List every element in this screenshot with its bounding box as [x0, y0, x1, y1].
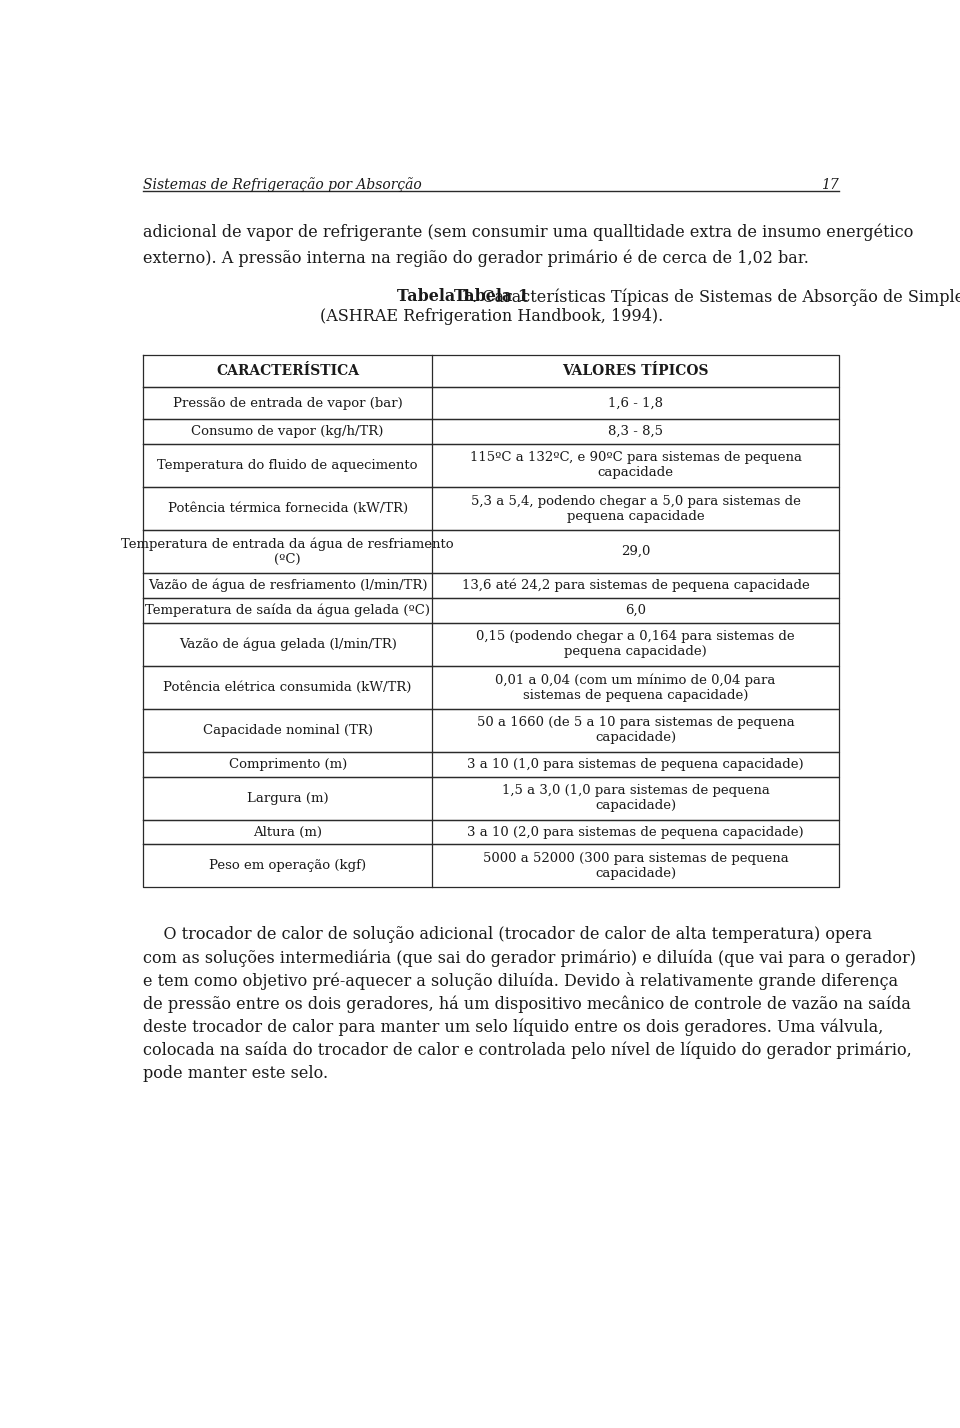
Text: pode manter este selo.: pode manter este selo. [143, 1064, 328, 1081]
Text: deste trocador de calor para manter um selo líquido entre os dois geradores. Uma: deste trocador de calor para manter um s… [143, 1018, 883, 1035]
Text: Potência térmica fornecida (kW/TR): Potência térmica fornecida (kW/TR) [168, 503, 408, 516]
Text: Consumo de vapor (kg/h/TR): Consumo de vapor (kg/h/TR) [191, 426, 384, 438]
Text: 0,15 (podendo chegar a 0,164 para sistemas de
pequena capacidade): 0,15 (podendo chegar a 0,164 para sistem… [476, 630, 795, 658]
Text: Temperatura de entrada da água de resfriamento
(ºC): Temperatura de entrada da água de resfri… [121, 537, 454, 565]
Text: Potência elétrica consumida (kW/TR): Potência elétrica consumida (kW/TR) [163, 681, 412, 694]
Text: (ASHRAE Refrigeration Handbook, 1994).: (ASHRAE Refrigeration Handbook, 1994). [321, 308, 663, 326]
Text: Vazão de água gelada (l/min/TR): Vazão de água gelada (l/min/TR) [179, 637, 396, 651]
Text: Pressão de entrada de vapor (bar): Pressão de entrada de vapor (bar) [173, 397, 402, 410]
Text: Largura (m): Largura (m) [247, 791, 328, 804]
Text: 17: 17 [822, 177, 839, 191]
Text: Tabela 1: Tabela 1 [454, 288, 530, 306]
Text: . Características Típicas de Sistemas de Absorção de Simples Efeito: . Características Típicas de Sistemas de… [472, 288, 960, 306]
Text: 50 a 1660 (de 5 a 10 para sistemas de pequena
capacidade): 50 a 1660 (de 5 a 10 para sistemas de pe… [477, 717, 795, 744]
Text: Temperatura do fluido de aquecimento: Temperatura do fluido de aquecimento [157, 458, 418, 473]
Text: Peso em operação (kgf): Peso em operação (kgf) [209, 860, 366, 873]
Text: Tabela 1: Tabela 1 [396, 288, 472, 306]
Text: O trocador de calor de solução adicional (trocador de calor de alta temperatura): O trocador de calor de solução adicional… [143, 925, 873, 942]
Text: 1,6 - 1,8: 1,6 - 1,8 [608, 397, 663, 410]
Text: 13,6 até 24,2 para sistemas de pequena capacidade: 13,6 até 24,2 para sistemas de pequena c… [462, 578, 809, 593]
Text: VALORES TÍPICOS: VALORES TÍPICOS [563, 364, 708, 378]
Text: 0,01 a 0,04 (com um mínimo de 0,04 para
sistemas de pequena capacidade): 0,01 a 0,04 (com um mínimo de 0,04 para … [495, 673, 776, 701]
Text: Capacidade nominal (TR): Capacidade nominal (TR) [203, 724, 372, 737]
Text: 8,3 - 8,5: 8,3 - 8,5 [608, 426, 663, 438]
Text: adicional de vapor de refrigerante (sem consumir uma qualltidade extra de insumo: adicional de vapor de refrigerante (sem … [143, 224, 914, 241]
Text: Sistemas de Refrigeração por Absorção: Sistemas de Refrigeração por Absorção [143, 177, 422, 193]
Text: Comprimento (m): Comprimento (m) [228, 758, 347, 771]
Text: 5,3 a 5,4, podendo chegar a 5,0 para sistemas de
pequena capacidade: 5,3 a 5,4, podendo chegar a 5,0 para sis… [470, 494, 801, 523]
Text: Vazão de água de resfriamento (l/min/TR): Vazão de água de resfriamento (l/min/TR) [148, 578, 427, 593]
Text: 115ºC a 132ºC, e 90ºC para sistemas de pequena
capacidade: 115ºC a 132ºC, e 90ºC para sistemas de p… [469, 451, 802, 480]
Text: 6,0: 6,0 [625, 604, 646, 617]
Text: externo). A pressão interna na região do gerador primário é de cerca de 1,02 bar: externo). A pressão interna na região do… [143, 250, 809, 267]
Text: colocada na saída do trocador de calor e controlada pelo nível de líquido do ger: colocada na saída do trocador de calor e… [143, 1041, 912, 1060]
Text: 5000 a 52000 (300 para sistemas de pequena
capacidade): 5000 a 52000 (300 para sistemas de peque… [483, 853, 788, 880]
Text: 3 a 10 (1,0 para sistemas de pequena capacidade): 3 a 10 (1,0 para sistemas de pequena cap… [468, 758, 804, 771]
Text: CARACTERÍSTICA: CARACTERÍSTICA [216, 364, 359, 378]
Text: 1,5 a 3,0 (1,0 para sistemas de pequena
capacidade): 1,5 a 3,0 (1,0 para sistemas de pequena … [502, 784, 770, 813]
Text: 3 a 10 (2,0 para sistemas de pequena capacidade): 3 a 10 (2,0 para sistemas de pequena cap… [468, 825, 804, 838]
Text: com as soluções intermediária (que sai do gerador primário) e diluída (que vai p: com as soluções intermediária (que sai d… [143, 950, 916, 967]
Text: Altura (m): Altura (m) [253, 825, 323, 838]
Text: de pressão entre os dois geradores, há um dispositivo mecânico de controle de va: de pressão entre os dois geradores, há u… [143, 995, 911, 1012]
Text: e tem como objetivo pré-aquecer a solução diluída. Devido à relativamente grande: e tem como objetivo pré-aquecer a soluçã… [143, 972, 899, 990]
Text: Temperatura de saída da água gelada (ºC): Temperatura de saída da água gelada (ºC) [145, 604, 430, 617]
Text: 29,0: 29,0 [621, 545, 650, 558]
